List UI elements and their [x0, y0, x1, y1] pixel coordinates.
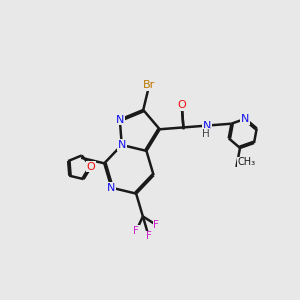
Text: O: O: [177, 100, 186, 110]
Text: N: N: [203, 121, 211, 130]
Text: H: H: [202, 129, 209, 139]
Text: N: N: [241, 114, 250, 124]
Text: F: F: [146, 231, 152, 242]
Text: CH₃: CH₃: [238, 158, 256, 167]
Text: N: N: [107, 183, 116, 193]
Text: N: N: [116, 115, 124, 124]
Text: N: N: [118, 140, 126, 150]
Text: F: F: [153, 220, 159, 230]
Text: Br: Br: [143, 80, 155, 90]
Text: F: F: [133, 226, 139, 236]
Text: O: O: [87, 162, 96, 172]
